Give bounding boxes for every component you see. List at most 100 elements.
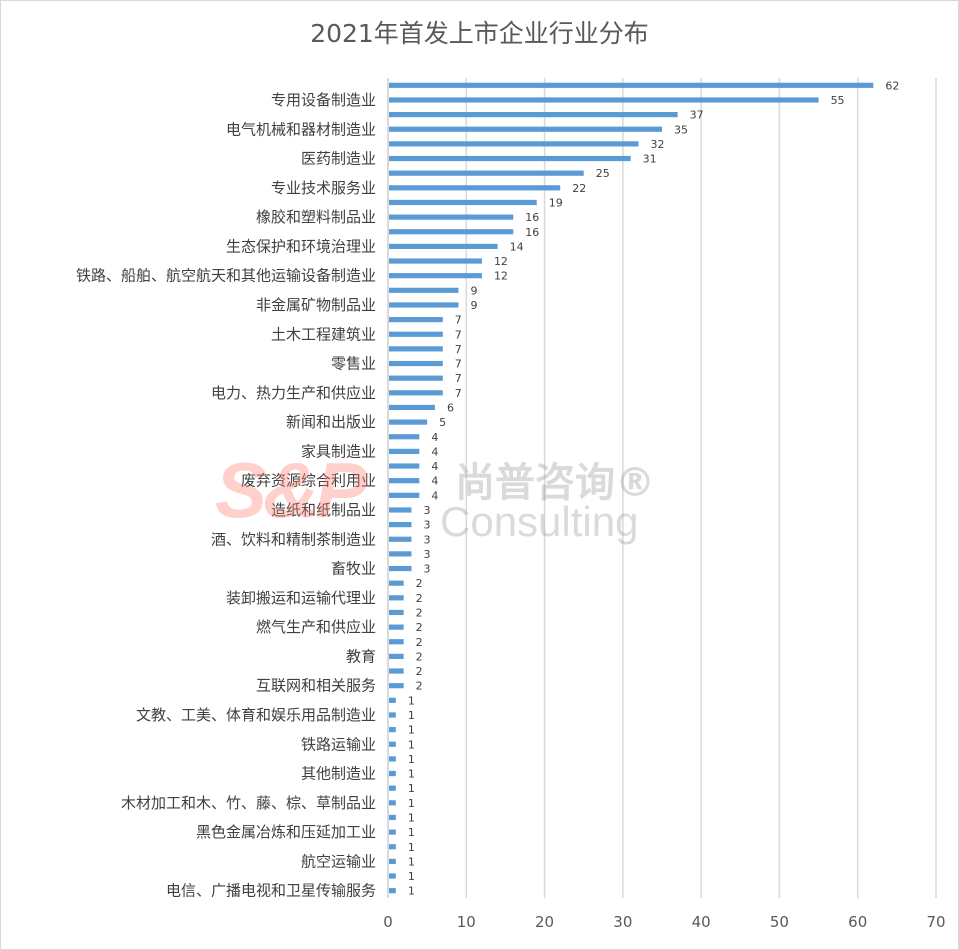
category-label: 废弃资源综合利用业: [241, 472, 376, 490]
bar: [389, 360, 443, 367]
bar: [389, 375, 443, 381]
data-label: 7: [455, 387, 462, 400]
bar: [389, 155, 631, 162]
category-label: 生态保护和环境治理业: [226, 237, 376, 255]
bar: [389, 492, 420, 498]
data-label: 31: [643, 153, 657, 166]
bar: [389, 478, 420, 484]
data-label: 1: [408, 724, 415, 737]
data-label: 62: [885, 79, 899, 92]
bar: [389, 873, 396, 879]
category-label: 家具制造业: [301, 442, 376, 460]
bar: [389, 888, 396, 894]
bar: [389, 639, 404, 645]
bar: [389, 507, 412, 513]
data-label: 1: [408, 885, 415, 898]
bar: [389, 683, 404, 689]
category-label: 专业技术服务业: [271, 179, 376, 197]
data-label: 7: [455, 343, 462, 356]
data-label: 19: [549, 196, 563, 209]
category-label: 新闻和出版业: [286, 413, 376, 431]
data-label: 1: [408, 709, 415, 722]
data-label: 3: [423, 563, 430, 576]
data-label: 1: [408, 826, 415, 839]
data-label: 1: [408, 738, 415, 751]
category-label: 橡胶和塑料制品业: [256, 208, 376, 226]
data-label: 9: [470, 284, 477, 297]
bar: [389, 536, 412, 542]
category-label: 电信、广播电视和卫星传输服务: [166, 882, 376, 900]
x-tick-label: 30: [613, 913, 632, 931]
x-tick-label: 40: [692, 913, 711, 931]
bar: [389, 785, 396, 791]
data-label: 35: [674, 123, 688, 136]
category-label: 燃气生产和供应业: [256, 618, 376, 636]
bar: [389, 419, 428, 425]
data-label: 2: [416, 680, 423, 693]
bar: [389, 756, 396, 762]
bar: [389, 346, 443, 352]
category-label: 土木工程建筑业: [271, 325, 376, 343]
category-label: 酒、饮料和精制茶制造业: [211, 530, 376, 548]
bar: [389, 331, 443, 337]
data-label: 3: [423, 533, 430, 546]
bar: [389, 185, 561, 191]
data-label: 25: [596, 167, 610, 180]
bar: [389, 390, 443, 396]
category-label: 铁路、船舶、航空航天和其他运输设备制造业: [76, 267, 376, 285]
category-label: 专用设备制造业: [271, 91, 376, 109]
bar: [389, 287, 459, 293]
data-label: 4: [431, 431, 438, 444]
bar: [389, 668, 404, 674]
x-tick-label: 0: [383, 913, 393, 931]
bar: [389, 463, 420, 469]
bar: [389, 170, 584, 176]
category-label: 木材加工和木、竹、藤、棕、草制品业: [121, 794, 376, 812]
data-label: 1: [408, 870, 415, 883]
bar: [389, 112, 678, 118]
data-label: 2: [416, 621, 423, 634]
category-label: 教育: [346, 647, 376, 665]
bar: [389, 273, 482, 279]
bar: [389, 712, 396, 718]
data-label: 4: [431, 475, 438, 488]
category-label: 畜牧业: [331, 560, 376, 578]
bar: [389, 214, 514, 220]
data-label: 4: [431, 489, 438, 502]
x-tick-label: 20: [535, 913, 554, 931]
x-tick-label: 70: [926, 913, 945, 931]
x-tick-label: 50: [770, 913, 789, 931]
category-label: 文教、工美、体育和娱乐用品制造业: [136, 706, 376, 724]
bar: [389, 858, 396, 864]
bar: [389, 565, 412, 572]
bar: [389, 199, 537, 206]
bar: [389, 82, 874, 88]
bar: [389, 434, 420, 440]
bar: [389, 609, 404, 616]
bar: [389, 243, 498, 249]
data-label: 12: [494, 270, 508, 283]
bar: [389, 624, 404, 630]
data-label: 1: [408, 797, 415, 810]
category-label: 电力、热力生产和供应业: [211, 384, 376, 402]
data-label: 55: [831, 94, 845, 107]
data-label: 1: [408, 841, 415, 854]
bar: [389, 595, 404, 601]
data-label: 2: [416, 577, 423, 590]
category-label: 铁路运输业: [301, 735, 376, 753]
category-label: 零售业: [331, 355, 376, 373]
data-label: 9: [470, 299, 477, 312]
data-label: 1: [408, 694, 415, 707]
data-label: 3: [423, 519, 430, 532]
data-label: 2: [416, 636, 423, 649]
x-tick-label: 60: [848, 913, 867, 931]
chart-title: 2021年首发上市企业行业分布: [310, 19, 649, 48]
category-label: 装卸搬运和运输代理业: [226, 589, 376, 607]
bar: [389, 697, 396, 703]
data-label: 5: [439, 416, 446, 429]
category-label: 造纸和纸制品业: [271, 501, 376, 519]
data-label: 37: [690, 109, 704, 122]
bar: [389, 653, 404, 659]
bar: [389, 317, 443, 323]
